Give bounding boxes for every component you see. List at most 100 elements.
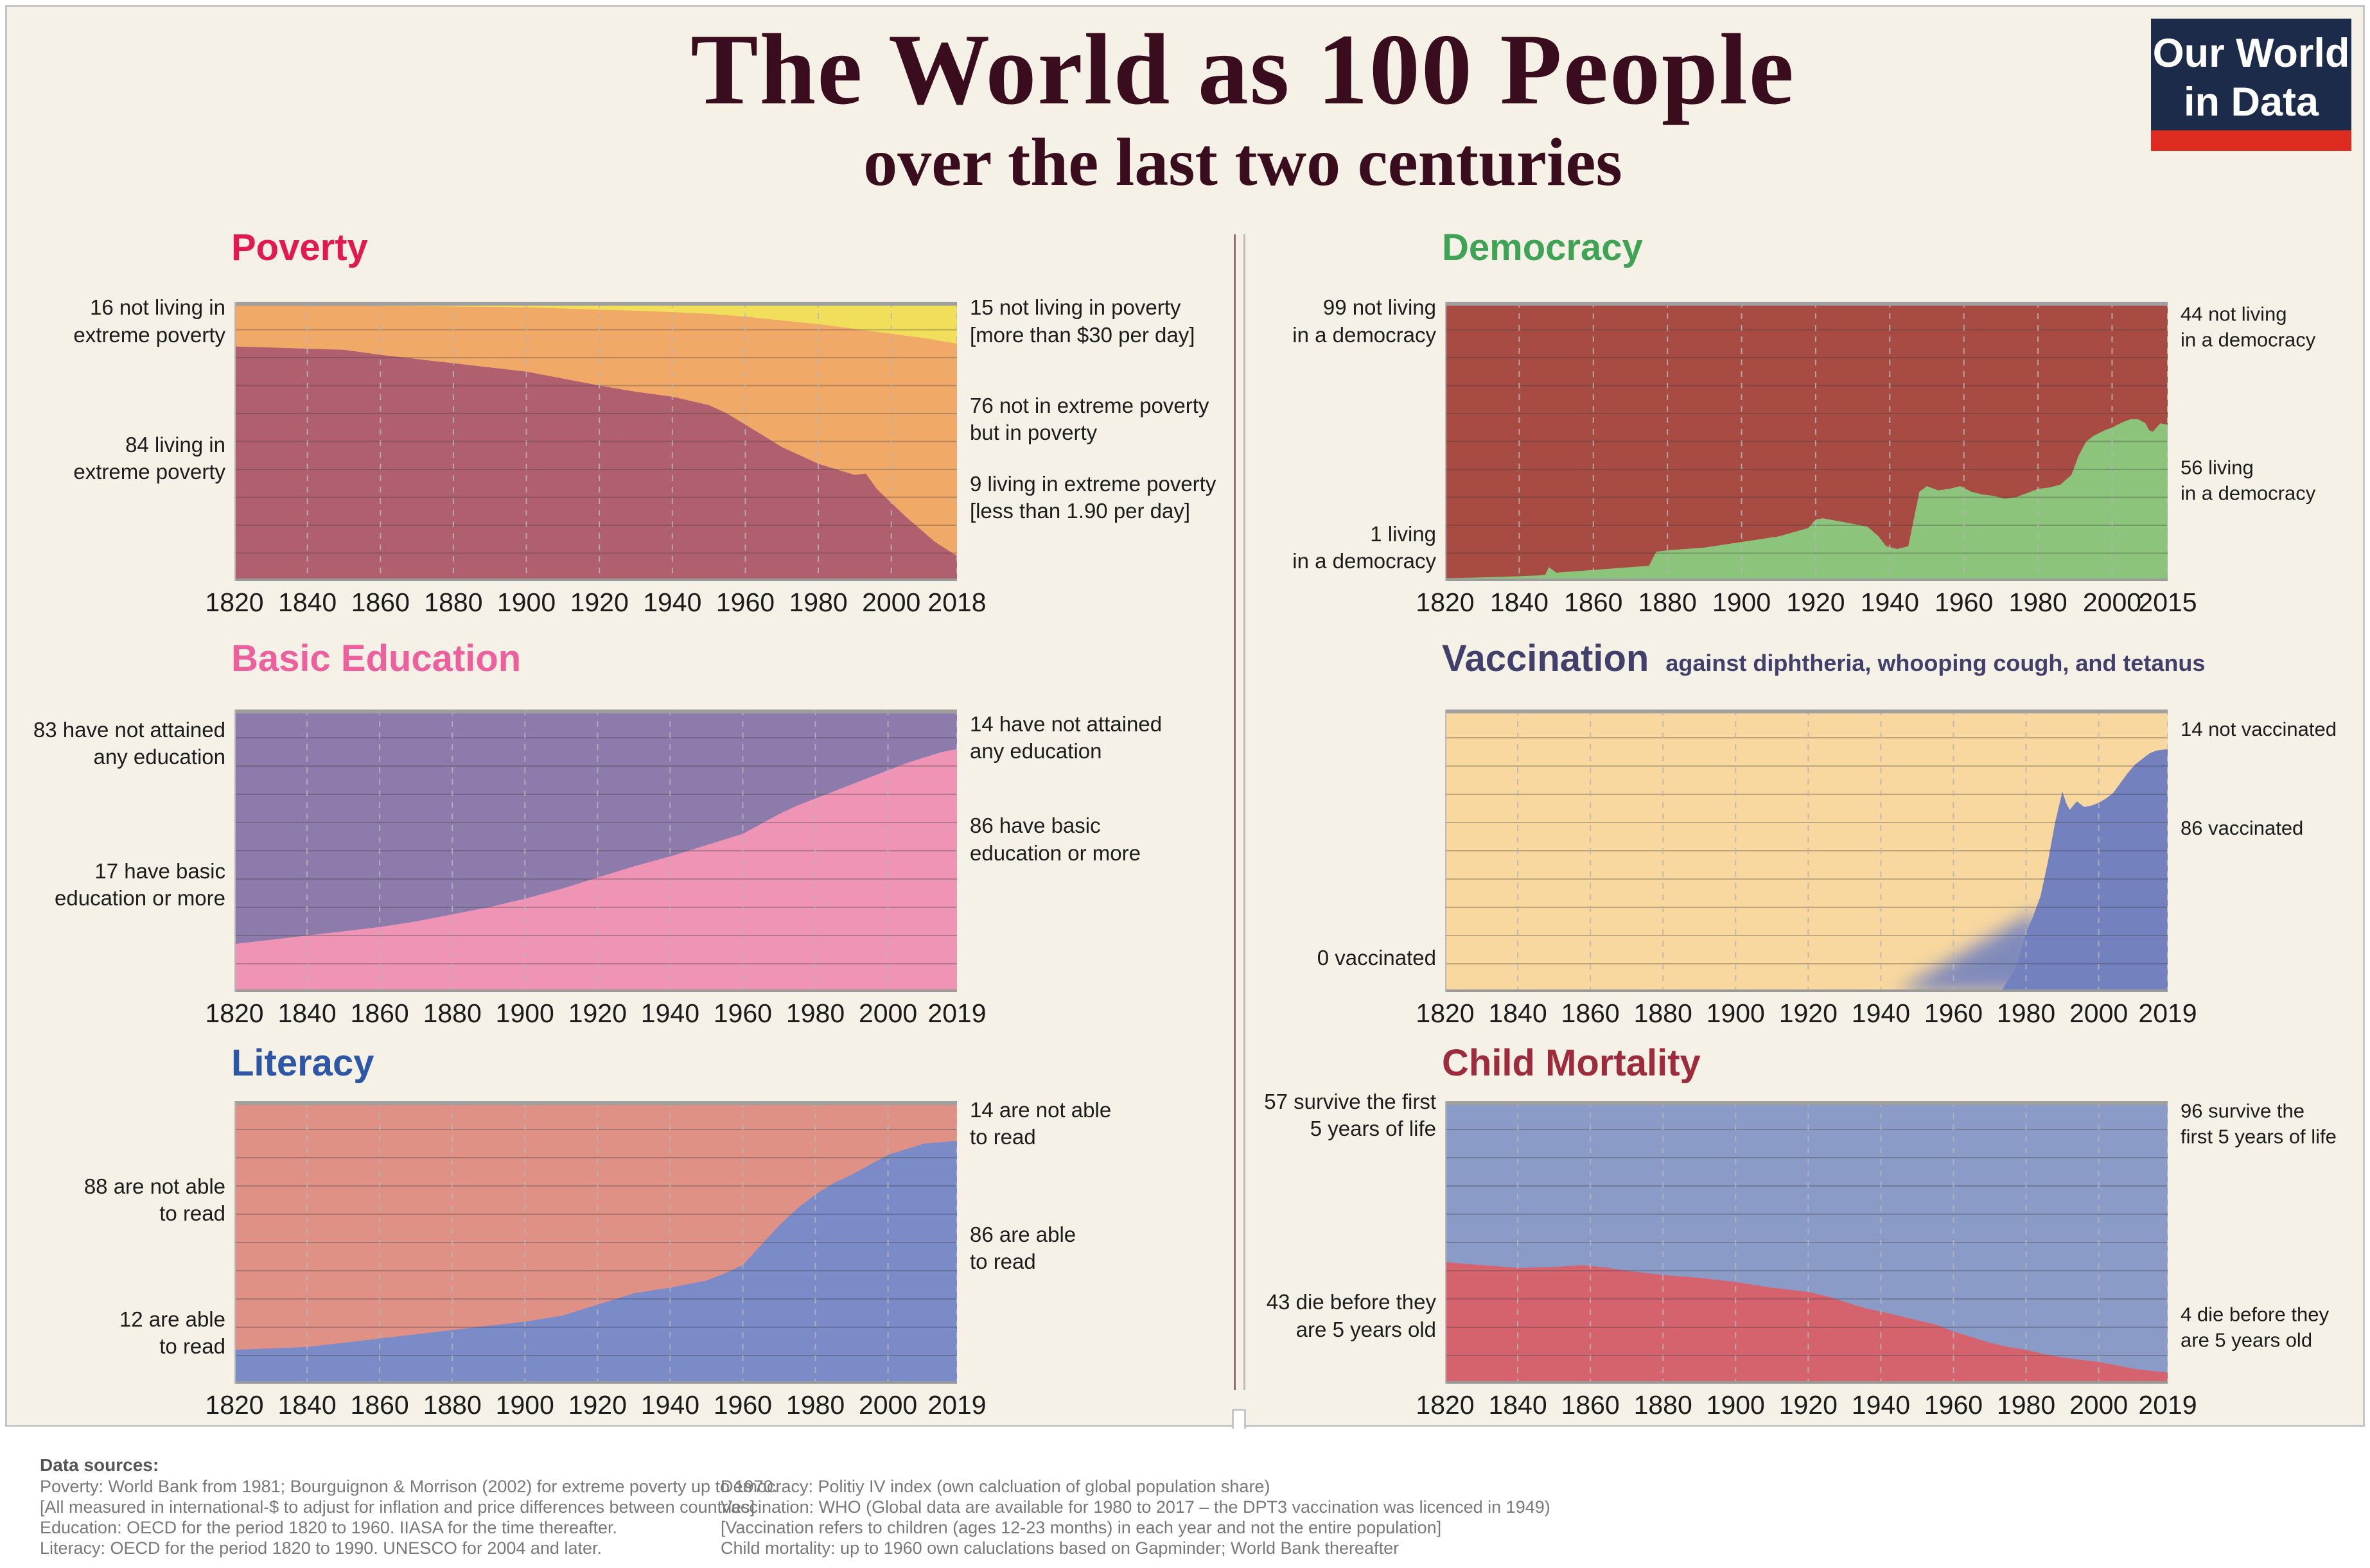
source-line: Poverty: World Bank from 1981; Bourguign…: [40, 1477, 778, 1496]
axis-tick-label: 2019: [2138, 998, 2197, 1028]
axis-tick-label: 1860: [351, 588, 410, 617]
axis-tick-label: 1820: [1416, 1390, 1475, 1420]
axis-tick-label: 1960: [713, 998, 773, 1028]
axis-tick-label: 1940: [1851, 998, 1910, 1028]
axis-tick-label: 1980: [1996, 998, 2056, 1028]
chart-side-label: 84 living in extreme poverty: [33, 431, 225, 485]
chart-side-label-line: [more than $30 per day]: [970, 322, 1195, 347]
chart-title-text: Child Mortality: [1442, 1042, 1701, 1084]
axis-tick-label: 1980: [2008, 588, 2067, 617]
chart-side-label-line: 12 are able: [119, 1307, 225, 1331]
chart-side-label: 0 vaccinated: [1243, 945, 1436, 971]
chart-side-label: 88 are not able to read: [33, 1173, 225, 1227]
source-line: Democracy: Politiy IV index (own calclua…: [721, 1477, 1270, 1496]
axis-tick-label: 1860: [1564, 588, 1623, 617]
chart-side-label-line: are 5 years old: [1295, 1317, 1436, 1341]
source-line: Vaccination: WHO (Global data are availa…: [721, 1497, 1550, 1517]
axis-tick-label: 2000: [2069, 1390, 2129, 1420]
chart-title-text: Literacy: [231, 1042, 374, 1084]
source-line: [Vaccination refers to children (ages 12…: [721, 1518, 1442, 1537]
chart-side-label-line: 14 are not able: [970, 1097, 1112, 1122]
chart-side-label: 14 are not able to read: [970, 1097, 1233, 1151]
source-line: [All measured in international-$ to adju…: [40, 1497, 755, 1517]
axis-tick-label: 1900: [1712, 588, 1771, 617]
axis-tick-label: 1860: [1561, 998, 1620, 1028]
axis-tick-label: 2019: [2138, 1390, 2197, 1420]
column-divider-light: [1243, 234, 1245, 1390]
chart-side-label-line: 56 living: [2181, 456, 2254, 479]
page-title: The World as 100 People: [690, 13, 1795, 126]
chart-side-label: 83 have not attained any education: [33, 717, 225, 771]
axis-tick-label: 1840: [1489, 588, 1549, 617]
axis-tick-label: 1980: [789, 588, 848, 617]
axis-tick-label: 1920: [568, 998, 627, 1028]
axis-tick-label: 1900: [495, 1390, 554, 1420]
axis-tick-label: 1940: [643, 588, 702, 617]
chart-side-label: 15 not living in poverty [more than $30 p…: [970, 294, 1233, 348]
axis-tick-label: 1940: [1860, 588, 1919, 617]
axis-tick-label: 1920: [570, 588, 629, 617]
chart-side-label-line: 76 not in extreme poverty: [970, 393, 1209, 417]
axis-tick-label: 1920: [1786, 588, 1845, 617]
axis-tick-label: 1860: [350, 1390, 409, 1420]
axis-tick-label: 1880: [1633, 1390, 1692, 1420]
axis-tick-label: 1980: [1996, 1390, 2056, 1420]
footer: Data sources: Poverty: World Bank from 1…: [0, 1427, 2370, 1568]
chart-side-label-line: 86 are able: [970, 1222, 1076, 1246]
axis-tick-label: 1820: [205, 1390, 264, 1420]
axis-tick-label: 1820: [205, 588, 264, 617]
chart-side-label-line: in a democracy: [1292, 322, 1436, 347]
chart-side-label-line: 15 not living in poverty: [970, 295, 1181, 320]
chart-side-label: 57 survive the first 5 years of life: [1243, 1088, 1436, 1142]
chart-side-label-line: 83 have not attained: [33, 717, 225, 742]
axis-tick-label: 1900: [1706, 998, 1765, 1028]
chart-side-label-line: 43 die before they: [1266, 1290, 1436, 1314]
chart-side-label-line: but in poverty: [970, 420, 1098, 444]
axis-tick-label: 1880: [423, 1390, 482, 1420]
chart-title-childmortality: Child Mortality: [1442, 1041, 1701, 1085]
axis-tick-label: 2019: [927, 998, 987, 1028]
chart-side-label: 9 living in extreme poverty [less than 1.…: [970, 470, 1233, 524]
chart-side-label: 43 die before they are 5 years old: [1243, 1289, 1436, 1343]
chart-side-label-line: 0 vaccinated: [1317, 946, 1436, 970]
chart-title-poverty: Poverty: [231, 226, 368, 269]
axis-tick-label: 2000: [858, 1390, 918, 1420]
chart-side-label-line: to read: [970, 1125, 1036, 1149]
chart-side-label-line: any education: [970, 739, 1102, 763]
axis-tick-label: 1940: [1851, 1390, 1910, 1420]
chart-title-education: Basic Education: [231, 637, 521, 680]
chart-side-label-line: to read: [159, 1201, 225, 1225]
chart-side-label: 17 have basic education or more: [33, 858, 225, 912]
source-line: Education: OECD for the period 1820 to 1…: [40, 1518, 618, 1537]
axis-tick-label: 1880: [424, 588, 483, 617]
chart-side-label: 12 are able to read: [33, 1306, 225, 1360]
chart-side-label-line: 88 are not able: [83, 1174, 225, 1198]
column-divider-dark: [1234, 234, 1236, 1390]
axis-tick-label: 1920: [568, 1390, 627, 1420]
chart-side-label-line: 17 have basic: [94, 858, 225, 883]
chart-side-label: 86 have basic education or more: [970, 812, 1233, 866]
axis-tick-label: 1920: [1778, 1390, 1838, 1420]
chart-title-text: Poverty: [231, 227, 368, 268]
axis-tick-label: 1820: [1416, 998, 1475, 1028]
chart-side-label-line: in a democracy: [2181, 328, 2316, 351]
chart-title-democracy: Democracy: [1442, 226, 1643, 269]
chart-side-label-line: 14 not vaccinated: [2181, 717, 2337, 740]
axis-tick-label: 1960: [1924, 1390, 1983, 1420]
chart-side-label: 76 not in extreme poverty but in poverty: [970, 392, 1233, 446]
chart-side-label-line: 57 survive the first: [1264, 1089, 1436, 1113]
chart-side-label-line: 4 die before they: [2181, 1303, 2329, 1326]
chart-side-label-line: 99 not living: [1322, 295, 1436, 320]
page-subtitle: over the last two centuries: [863, 125, 1622, 200]
chart-side-label: 4 die before they are 5 years old: [2181, 1302, 2370, 1352]
source-line: Child mortality: up to 1960 own caluclat…: [721, 1538, 1400, 1558]
axis-tick-label: 1840: [1488, 1390, 1547, 1420]
axis-tick-label: 2000: [862, 588, 921, 617]
chart-side-label-line: 84 living in: [125, 432, 225, 457]
axis-tick-label: 2015: [2138, 588, 2197, 617]
axis-tick-label: 1900: [1706, 1390, 1765, 1420]
axis-tick-label: 1840: [1488, 998, 1547, 1028]
axis-tick-label: 1940: [640, 1390, 699, 1420]
chart-side-label-line: to read: [970, 1249, 1036, 1273]
